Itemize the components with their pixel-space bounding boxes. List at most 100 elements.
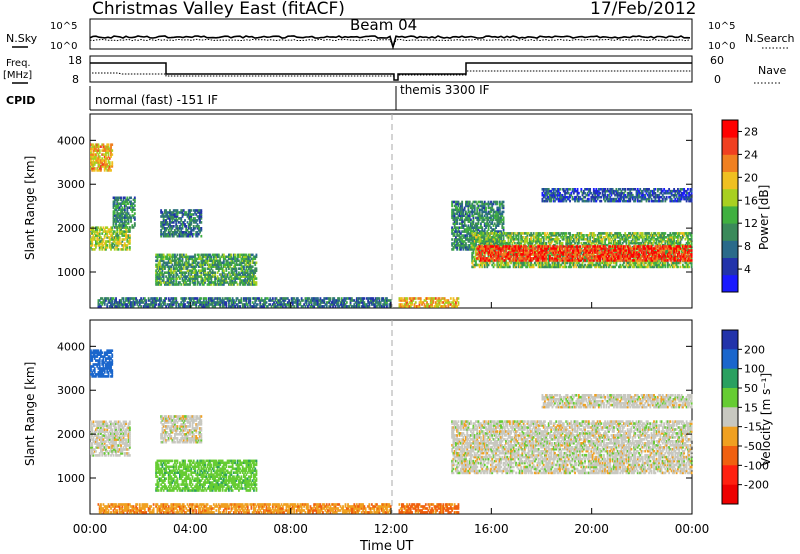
data-cell bbox=[233, 261, 235, 265]
data-cell bbox=[117, 303, 120, 306]
data-cell bbox=[492, 265, 495, 269]
data-cell bbox=[228, 253, 230, 257]
data-cell bbox=[379, 305, 382, 308]
data-cell bbox=[102, 238, 105, 241]
data-cell bbox=[512, 240, 515, 243]
data-cell bbox=[333, 299, 336, 302]
data-cell bbox=[476, 228, 479, 231]
data-cell bbox=[162, 301, 165, 304]
data-cell bbox=[174, 263, 176, 267]
data-cell bbox=[180, 303, 183, 306]
data-cell bbox=[175, 271, 178, 274]
data-cell bbox=[199, 275, 201, 278]
data-cell bbox=[570, 261, 573, 265]
data-cell bbox=[90, 161, 92, 164]
data-cell bbox=[202, 301, 205, 304]
data-cell bbox=[200, 259, 203, 263]
data-cell bbox=[159, 259, 161, 263]
data-cell bbox=[467, 240, 470, 243]
data-cell bbox=[176, 263, 179, 267]
data-cell bbox=[501, 206, 504, 210]
data-cell bbox=[496, 222, 499, 225]
data-cell bbox=[559, 234, 561, 237]
data-cell bbox=[258, 297, 260, 300]
data-cell bbox=[107, 169, 110, 172]
data-cell bbox=[93, 236, 96, 239]
data-cell bbox=[463, 228, 466, 231]
data-cell bbox=[475, 242, 477, 245]
data-cell bbox=[190, 257, 193, 261]
data-cell bbox=[493, 240, 496, 243]
data-cell bbox=[556, 232, 559, 235]
data-cell bbox=[382, 303, 385, 306]
data-cell bbox=[165, 261, 168, 265]
data-cell bbox=[606, 261, 609, 265]
data-cell bbox=[483, 230, 486, 233]
data-cell bbox=[240, 257, 243, 261]
data-cell bbox=[155, 271, 158, 274]
data-cell bbox=[190, 265, 193, 268]
data-cell bbox=[461, 214, 464, 218]
data-cell bbox=[133, 224, 136, 227]
data-cell bbox=[472, 243, 475, 247]
data-cell bbox=[465, 228, 467, 231]
data-cell bbox=[275, 297, 278, 300]
data-cell bbox=[103, 153, 106, 156]
data-cell bbox=[235, 275, 238, 278]
data-cell bbox=[126, 236, 129, 239]
data-cell bbox=[526, 241, 529, 245]
data-cell bbox=[497, 224, 500, 227]
data-cell bbox=[248, 273, 250, 276]
data-cell bbox=[246, 255, 249, 259]
data-cell bbox=[176, 253, 179, 257]
data-cell bbox=[470, 234, 472, 237]
data-cell bbox=[455, 303, 457, 306]
data-cell bbox=[502, 243, 505, 247]
data-cell bbox=[486, 251, 489, 255]
data-cell bbox=[557, 238, 560, 241]
data-cell bbox=[180, 269, 183, 272]
data-cell bbox=[164, 261, 166, 265]
data-cell bbox=[190, 299, 193, 302]
data-cell bbox=[161, 257, 164, 261]
data-cell bbox=[184, 277, 186, 280]
data-cell bbox=[118, 206, 121, 209]
data-cell bbox=[112, 204, 115, 207]
data-cell bbox=[101, 159, 104, 162]
data-cell bbox=[261, 305, 264, 308]
data-cell bbox=[467, 244, 470, 247]
data-cell bbox=[189, 225, 191, 228]
data-cell bbox=[169, 227, 171, 230]
data-cell bbox=[243, 299, 245, 302]
data-cell bbox=[120, 198, 122, 202]
data-cell bbox=[582, 234, 585, 237]
data-cell bbox=[187, 215, 190, 218]
data-cell bbox=[475, 222, 477, 225]
data-cell bbox=[555, 236, 558, 239]
data-cell bbox=[217, 259, 220, 263]
data-cell bbox=[600, 234, 603, 237]
data-cell bbox=[200, 273, 203, 276]
data-cell bbox=[288, 305, 291, 308]
data-cell bbox=[174, 229, 176, 232]
data-cell bbox=[120, 299, 122, 302]
data-cell bbox=[133, 212, 136, 215]
data-cell bbox=[172, 213, 175, 216]
nsky-label: N.Sky bbox=[6, 32, 38, 45]
data-cell bbox=[107, 145, 110, 148]
data-cell bbox=[527, 263, 530, 267]
data-cell bbox=[219, 257, 222, 261]
data-cell bbox=[362, 301, 365, 304]
data-cell bbox=[160, 273, 163, 276]
data-cell bbox=[196, 277, 199, 280]
data-cell bbox=[192, 227, 195, 230]
data-cell bbox=[181, 259, 184, 263]
data-cell bbox=[317, 301, 319, 304]
data-cell bbox=[166, 303, 169, 306]
data-cell bbox=[481, 263, 484, 267]
data-cell bbox=[172, 255, 175, 259]
data-cell bbox=[155, 253, 158, 257]
data-cell bbox=[586, 238, 589, 241]
data-cell bbox=[458, 230, 461, 233]
data-cell bbox=[594, 265, 597, 269]
